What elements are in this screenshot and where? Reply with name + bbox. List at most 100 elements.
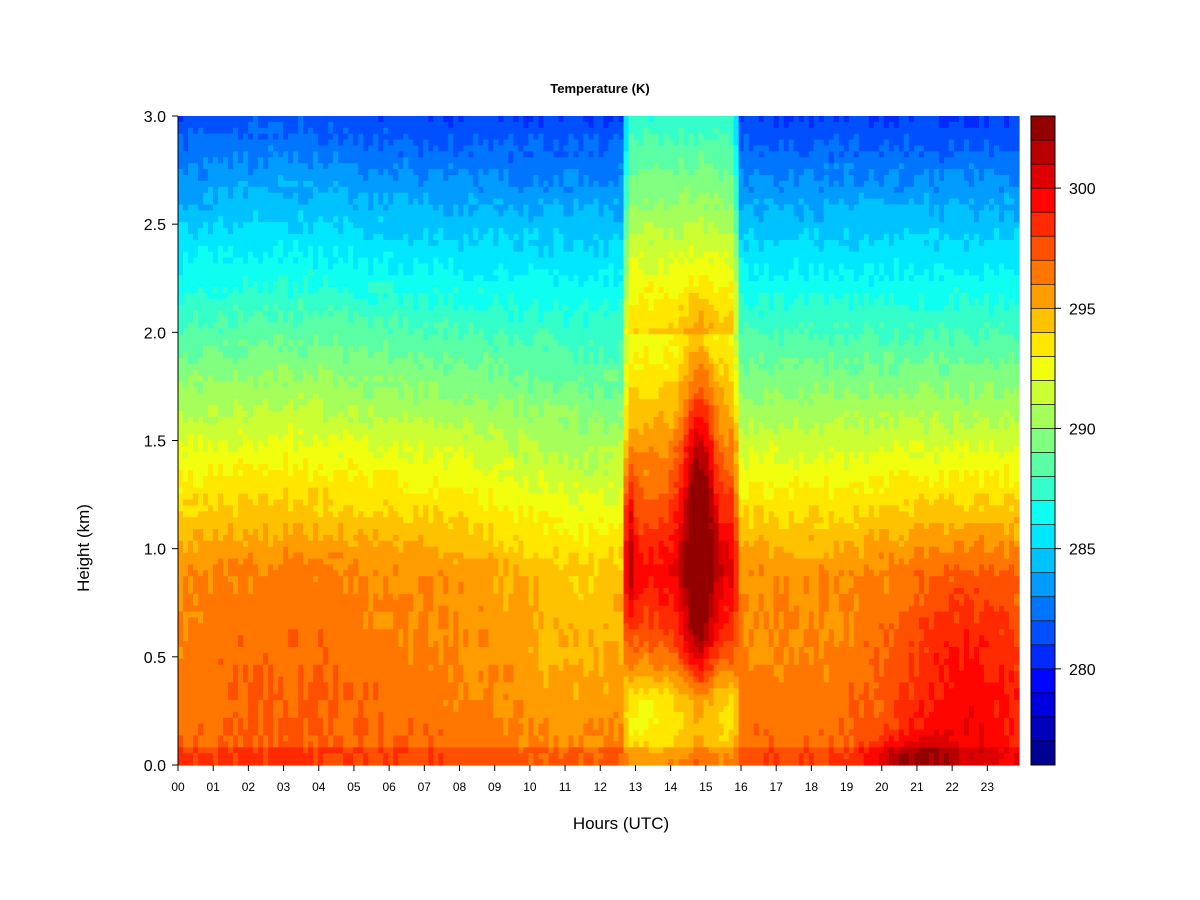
heatmap-cell <box>343 559 349 566</box>
heatmap-cell <box>363 328 369 335</box>
heatmap-cell <box>348 653 354 660</box>
heatmap-cell <box>298 429 304 436</box>
heatmap-cell <box>178 281 184 288</box>
heatmap-cell <box>333 505 339 512</box>
heatmap-cell <box>318 559 324 566</box>
heatmap-cell <box>268 594 274 601</box>
heatmap-cell <box>223 317 229 324</box>
heatmap-cell <box>348 718 354 725</box>
heatmap-cell <box>383 134 389 141</box>
heatmap-cell <box>348 553 354 560</box>
heatmap-cell <box>288 169 294 176</box>
heatmap-cell <box>198 547 204 554</box>
heatmap-cell <box>228 264 234 271</box>
heatmap-cell <box>338 269 344 276</box>
heatmap-cell <box>378 635 384 642</box>
heatmap-cell <box>213 411 219 418</box>
heatmap-cell <box>348 488 354 495</box>
heatmap-cell <box>393 647 399 654</box>
heatmap-cell <box>363 181 369 188</box>
heatmap-cell <box>323 222 329 229</box>
heatmap-cell <box>303 476 309 483</box>
heatmap-cell <box>388 458 394 465</box>
heatmap-cell <box>403 328 409 335</box>
heatmap-cell <box>273 494 279 501</box>
heatmap-cell <box>298 128 304 135</box>
heatmap-cell <box>338 264 344 271</box>
heatmap-cell <box>198 659 204 666</box>
heatmap-cell <box>273 529 279 536</box>
heatmap-cell <box>373 382 379 389</box>
heatmap-cell <box>313 370 319 377</box>
heatmap-cell <box>238 287 244 294</box>
heatmap-cell <box>323 252 329 259</box>
heatmap-cell <box>273 464 279 471</box>
heatmap-cell <box>233 193 239 200</box>
heatmap-cell <box>183 328 189 335</box>
heatmap-cell <box>273 423 279 430</box>
heatmap-cell <box>403 299 409 306</box>
heatmap-cell <box>368 264 374 271</box>
heatmap-cell <box>278 299 284 306</box>
heatmap-cell <box>318 576 324 583</box>
heatmap-cell <box>258 553 264 560</box>
heatmap-cell <box>338 736 344 743</box>
heatmap-cell <box>288 653 294 660</box>
heatmap-cell <box>378 128 384 135</box>
heatmap-cell <box>343 718 349 725</box>
heatmap-cell <box>368 712 374 719</box>
heatmap-cell <box>183 682 189 689</box>
heatmap-cell <box>313 511 319 518</box>
heatmap-cell <box>313 600 319 607</box>
heatmap-cell <box>328 588 334 595</box>
heatmap-cell <box>398 305 404 312</box>
heatmap-cell <box>373 411 379 418</box>
heatmap-cell <box>363 352 369 359</box>
heatmap-cell <box>403 122 409 128</box>
heatmap-cell <box>213 559 219 566</box>
heatmap-cell <box>338 140 344 147</box>
heatmap-cell <box>193 629 199 636</box>
heatmap-cell <box>378 505 384 512</box>
heatmap-cell <box>368 700 374 707</box>
heatmap-cell <box>398 157 404 164</box>
heatmap-cell <box>308 470 314 477</box>
heatmap-cell <box>198 328 204 335</box>
heatmap-cell <box>318 458 324 465</box>
heatmap-cell <box>348 252 354 259</box>
heatmap-cell <box>353 541 359 548</box>
heatmap-cell <box>268 216 274 223</box>
heatmap-cell <box>388 736 394 743</box>
heatmap-cell <box>183 553 189 560</box>
heatmap-cell <box>203 340 209 347</box>
heatmap-cell <box>263 541 269 548</box>
heatmap-cell <box>403 234 409 241</box>
heatmap-cell <box>183 376 189 383</box>
heatmap-cell <box>268 187 274 194</box>
heatmap-cell <box>383 688 389 695</box>
heatmap-cell <box>303 240 309 247</box>
heatmap-cell <box>213 140 219 147</box>
heatmap-cell <box>373 759 379 766</box>
heatmap-cell <box>193 116 199 123</box>
heatmap-cell <box>293 205 299 212</box>
heatmap-cell <box>343 299 349 306</box>
heatmap-cell <box>258 482 264 489</box>
heatmap-cell <box>363 564 369 571</box>
heatmap-cell <box>308 376 314 383</box>
heatmap-cell <box>298 187 304 194</box>
heatmap-cell <box>278 488 284 495</box>
heatmap-cell <box>318 358 324 365</box>
heatmap-cell <box>253 222 259 229</box>
heatmap-cell <box>318 423 324 430</box>
heatmap-cell <box>188 706 194 713</box>
heatmap-cell <box>178 688 184 695</box>
heatmap-cell <box>393 553 399 560</box>
heatmap-cell <box>363 470 369 477</box>
heatmap-cell <box>203 287 209 294</box>
heatmap-cell <box>388 588 394 595</box>
heatmap-cell <box>208 299 214 306</box>
heatmap-cell <box>183 293 189 300</box>
heatmap-cell <box>228 559 234 566</box>
heatmap-cell <box>383 629 389 636</box>
